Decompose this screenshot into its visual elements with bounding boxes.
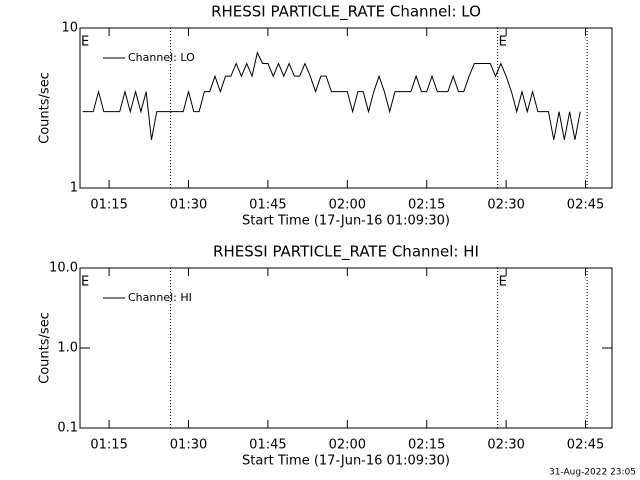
plot-frame [79,27,613,189]
x-tick-label: 02:15 [408,198,445,213]
x-tick-label: 01:30 [170,438,207,453]
y-axis-label: Counts/sec [38,72,53,144]
y-tick-label: 1.0 [57,341,78,356]
legend-label: Channel: HI [128,291,192,304]
y-tick-label: 0.1 [57,421,78,436]
y-axis-label: Counts/sec [38,312,53,384]
legend-label: Channel: LO [128,51,195,64]
y-tick-label: 10 [61,21,78,36]
data-line [82,51,581,140]
chart-title: RHESSI PARTICLE_RATE Channel: HI [213,243,479,262]
x-axis-label: Start Time (17-Jun-16 01:09:30) [242,454,450,469]
x-tick-label: 01:45 [249,438,286,453]
y-tick-label: 1 [70,181,78,196]
event-marker: E [81,275,89,290]
y-tick-label: 10.0 [49,261,78,276]
event-marker: E [499,275,507,290]
x-axis-label: Start Time (17-Jun-16 01:09:30) [242,214,450,229]
x-tick-label: 02:00 [329,198,366,213]
x-tick-label: 02:45 [567,438,604,453]
event-marker: E [81,35,89,50]
chart-title: RHESSI PARTICLE_RATE Channel: LO [211,3,481,22]
event-marker: E [499,35,507,50]
x-tick-label: 02:15 [408,438,445,453]
x-tick-label: 02:30 [487,198,524,213]
x-tick-label: 01:45 [249,198,286,213]
x-tick-label: 01:15 [90,438,127,453]
footer-date: 31-Aug-2022 23:05 [549,468,636,478]
x-tick-label: 02:00 [329,438,366,453]
x-tick-label: 01:30 [170,198,207,213]
x-tick-label: 01:15 [90,198,127,213]
x-tick-label: 02:45 [567,198,604,213]
x-tick-label: 02:30 [487,438,524,453]
